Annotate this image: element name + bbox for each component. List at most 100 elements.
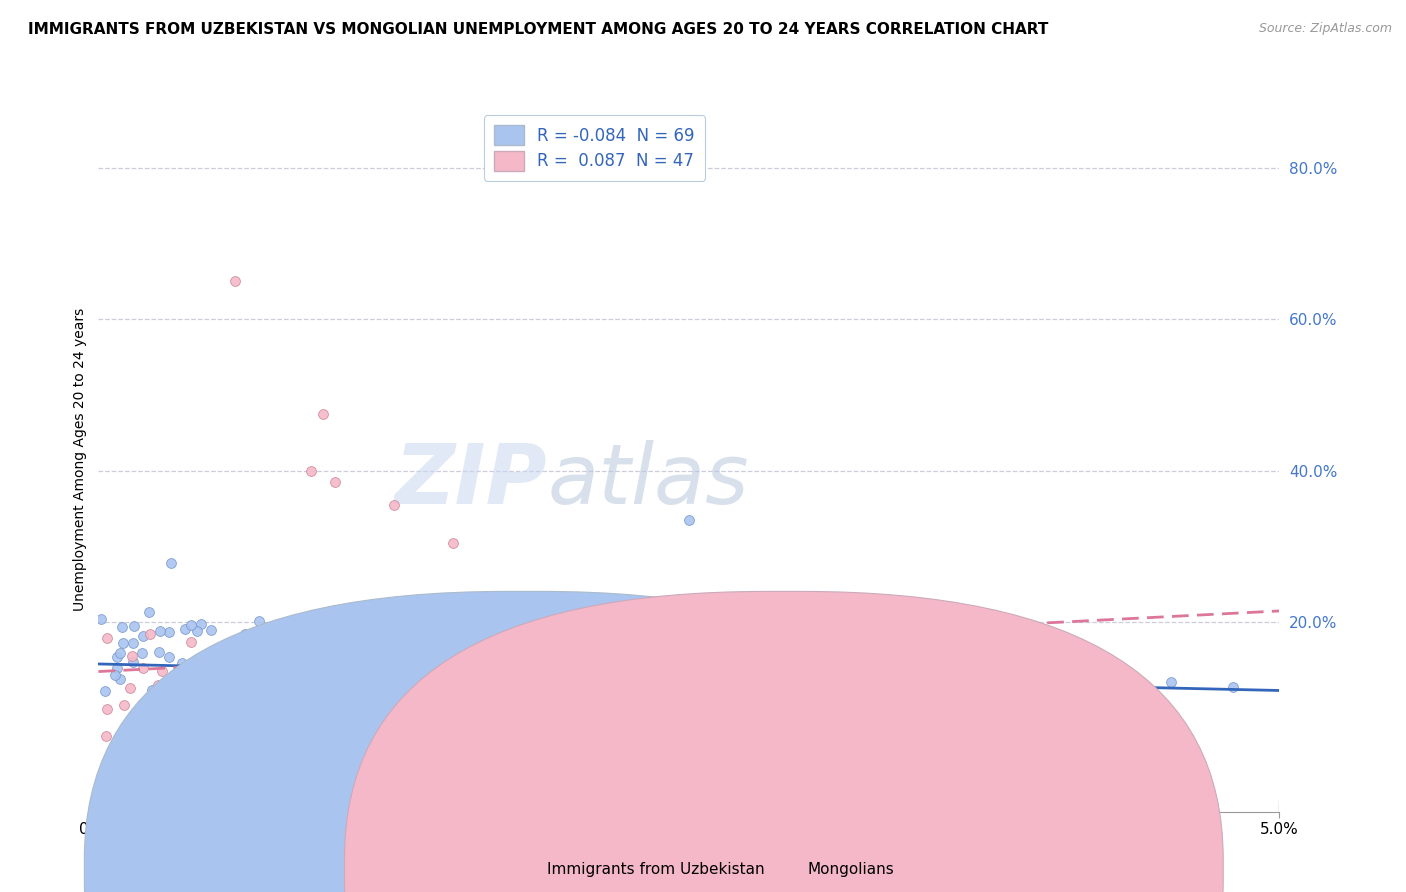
Point — [278, 643, 301, 657]
Point — [108, 672, 131, 686]
Point — [105, 649, 128, 664]
Point — [183, 678, 205, 692]
Point — [972, 681, 994, 695]
Point — [283, 658, 305, 673]
Point — [299, 464, 322, 478]
Point — [96, 729, 118, 743]
Point — [778, 674, 800, 689]
Point — [157, 650, 180, 665]
Point — [318, 613, 340, 627]
Point — [180, 618, 202, 632]
Point — [1116, 666, 1139, 681]
Point — [339, 618, 361, 632]
Point — [224, 274, 246, 288]
Point — [202, 729, 225, 743]
Point — [105, 660, 128, 674]
Point — [668, 645, 690, 659]
Point — [211, 653, 233, 667]
Point — [141, 682, 163, 697]
Point — [568, 644, 591, 658]
Point — [180, 635, 202, 649]
Point — [167, 694, 190, 708]
Point — [233, 627, 256, 641]
Point — [120, 681, 142, 695]
Point — [292, 717, 315, 731]
Point — [173, 714, 195, 729]
Point — [131, 646, 153, 660]
Point — [444, 650, 467, 665]
Point — [149, 624, 172, 638]
Point — [553, 675, 575, 690]
Point — [94, 684, 117, 698]
Point — [297, 712, 319, 726]
Point — [221, 639, 243, 653]
Point — [304, 663, 326, 677]
Legend: R = -0.084  N = 69, R =  0.087  N = 47: R = -0.084 N = 69, R = 0.087 N = 47 — [484, 115, 704, 180]
Point — [382, 498, 405, 512]
Point — [305, 711, 328, 725]
Point — [654, 619, 676, 633]
Point — [194, 685, 217, 699]
Point — [200, 623, 222, 637]
Point — [159, 556, 181, 570]
Point — [329, 729, 352, 743]
Point — [131, 629, 153, 643]
Point — [287, 631, 309, 645]
Point — [146, 678, 169, 692]
Point — [693, 686, 716, 700]
Point — [108, 646, 131, 660]
Point — [747, 703, 769, 717]
Point — [538, 665, 561, 679]
Point — [247, 614, 270, 628]
Point — [855, 665, 877, 679]
Point — [228, 696, 250, 710]
Point — [363, 674, 385, 689]
Point — [121, 635, 143, 649]
Text: Source: ZipAtlas.com: Source: ZipAtlas.com — [1258, 22, 1392, 36]
Point — [323, 475, 346, 489]
Point — [747, 648, 769, 662]
Point — [121, 648, 143, 663]
Point — [1160, 674, 1182, 689]
Point — [124, 618, 146, 632]
Point — [458, 657, 481, 672]
Point — [243, 719, 266, 733]
Point — [312, 407, 335, 421]
Point — [287, 631, 309, 645]
Point — [201, 670, 224, 684]
Point — [1050, 657, 1073, 671]
Point — [780, 618, 803, 632]
Point — [96, 631, 118, 645]
Point — [366, 637, 388, 651]
Point — [209, 689, 232, 703]
Point — [530, 644, 553, 658]
Point — [239, 729, 262, 743]
Point — [150, 664, 173, 678]
Point — [305, 669, 328, 683]
Point — [141, 708, 163, 723]
Point — [360, 623, 382, 637]
Point — [1098, 654, 1121, 668]
Text: atlas: atlas — [547, 440, 749, 521]
Point — [173, 622, 195, 636]
Point — [609, 660, 631, 674]
Point — [217, 652, 239, 666]
Point — [315, 657, 337, 671]
Point — [157, 625, 180, 640]
Point — [1222, 681, 1244, 695]
Point — [879, 662, 901, 676]
Point — [96, 702, 118, 716]
Point — [709, 658, 731, 673]
Point — [90, 612, 112, 626]
Point — [138, 605, 160, 619]
Point — [363, 661, 385, 675]
Point — [506, 623, 529, 637]
Point — [773, 671, 796, 685]
Point — [467, 723, 489, 737]
Point — [427, 659, 450, 673]
Point — [112, 698, 135, 713]
Point — [190, 616, 212, 631]
Point — [225, 655, 247, 669]
Point — [316, 656, 339, 670]
Point — [356, 659, 378, 673]
